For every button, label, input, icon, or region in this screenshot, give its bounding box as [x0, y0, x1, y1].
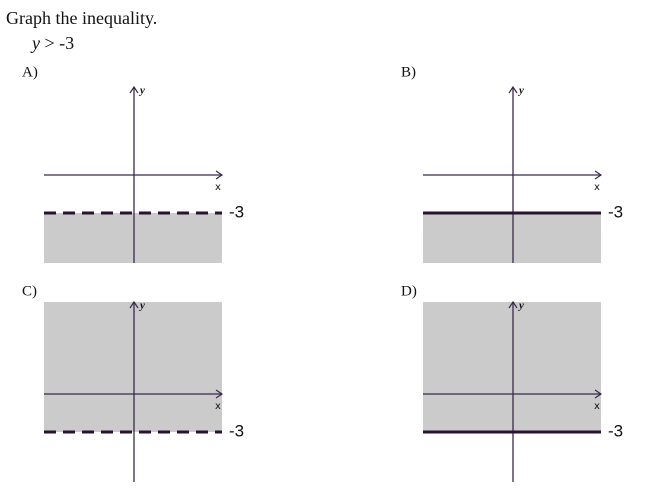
- y-axis-label: y: [517, 300, 524, 312]
- x-arrow: [215, 170, 224, 180]
- question: Graph the inequality.: [6, 8, 157, 28]
- y-axis-label: y: [138, 300, 145, 312]
- x-axis-label: x: [594, 182, 600, 193]
- y-arrow: [508, 300, 518, 309]
- x-arrow: [594, 389, 603, 399]
- boundary-label: -3: [229, 421, 244, 440]
- option-label: B): [401, 64, 416, 80]
- y-axis-label: y: [517, 85, 524, 97]
- y-axis-label: y: [138, 85, 145, 97]
- option-label: D): [401, 283, 417, 299]
- shaded-region: [44, 213, 222, 263]
- x-axis-label: x: [215, 401, 221, 412]
- shaded-region: [423, 213, 601, 263]
- boundary-label: -3: [608, 202, 623, 221]
- option-label: C): [22, 283, 37, 299]
- boundary-label: -3: [608, 421, 623, 440]
- y-arrow: [129, 85, 139, 94]
- inequality-variable: y: [30, 33, 40, 53]
- y-arrow: [129, 300, 139, 309]
- inequality-relation: > -3: [45, 33, 75, 53]
- x-axis-label: x: [215, 182, 221, 193]
- y-arrow: [508, 85, 518, 94]
- inequality: y > -3: [30, 33, 74, 53]
- shaded-region: [44, 302, 222, 432]
- x-arrow: [594, 170, 603, 180]
- shaded-region: [423, 302, 601, 432]
- x-arrow: [215, 389, 224, 399]
- x-axis-label: x: [594, 401, 600, 412]
- boundary-label: -3: [229, 202, 244, 221]
- option-label: A): [22, 64, 38, 80]
